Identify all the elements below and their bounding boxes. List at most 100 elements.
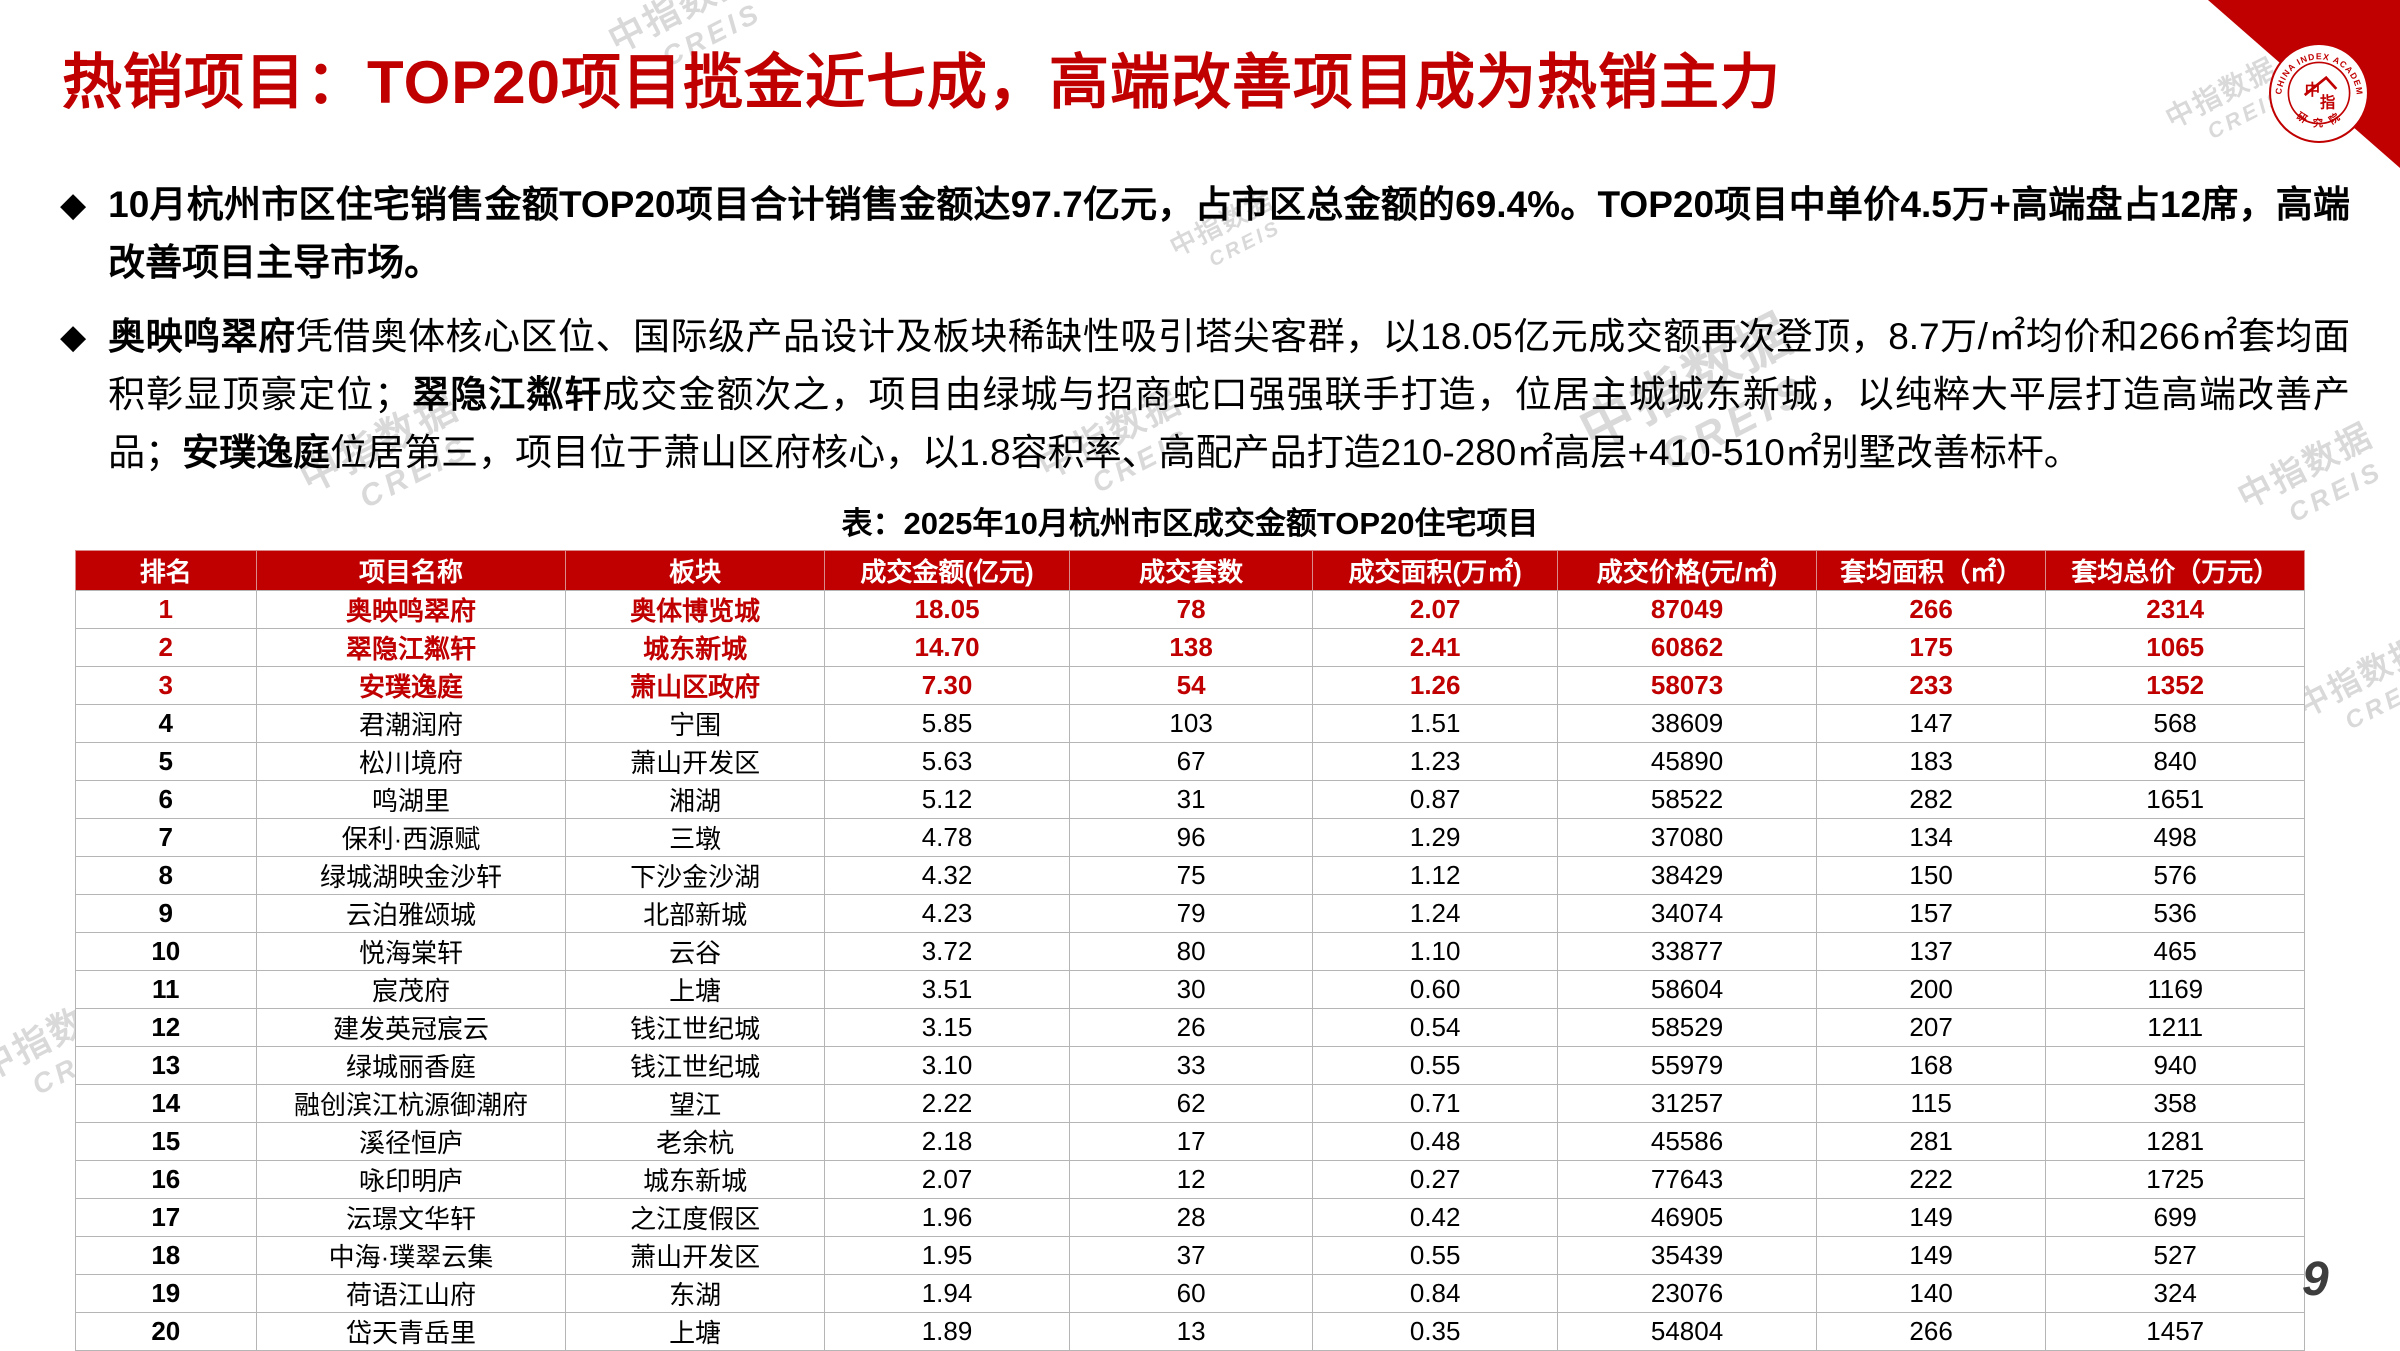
table-cell: 46905 xyxy=(1557,1198,1817,1237)
table-row: 19 荷语江山府 东湖 1.94 60 0.84 23076 140 324 xyxy=(75,1274,2305,1313)
table-cell: 498 xyxy=(2045,818,2305,857)
table-cell: 37080 xyxy=(1557,818,1817,857)
table-cell: 云泊雅颂城 xyxy=(255,894,567,933)
table-cell: 老余杭 xyxy=(565,1122,825,1161)
table-cell: 1352 xyxy=(2045,666,2305,705)
table-cell: 58073 xyxy=(1557,666,1817,705)
table-cell: 358 xyxy=(2045,1084,2305,1123)
bullet-item: ◆ 奥映鸣翠府凭借奥体核心区位、国际级产品设计及板块稀缺性吸引塔尖客群，以18.0… xyxy=(60,308,2350,482)
table-cell: 31 xyxy=(1069,780,1314,819)
bullet-text: 奥映鸣翠府凭借奥体核心区位、国际级产品设计及板块稀缺性吸引塔尖客群，以18.05… xyxy=(108,316,2351,473)
diamond-bullet-icon: ◆ xyxy=(60,318,87,356)
table-cell: 1065 xyxy=(2045,628,2305,667)
table-cell: 60862 xyxy=(1557,628,1817,667)
table-cell: 33 xyxy=(1069,1046,1314,1085)
table-cell: 悦海棠轩 xyxy=(255,932,567,971)
table-cell: 荷语江山府 xyxy=(255,1274,567,1313)
table-cell: 9 xyxy=(75,894,257,933)
table-cell: 5.12 xyxy=(823,780,1071,819)
table-row: 15 溪径恒庐 老余杭 2.18 17 0.48 45586 281 1281 xyxy=(75,1122,2305,1161)
table-cell: 城东新城 xyxy=(565,1160,825,1199)
table-row: 2 翠隐江粼轩 城东新城 14.70 138 2.41 60862 175 1065 xyxy=(75,628,2305,667)
table-cell: 35439 xyxy=(1557,1236,1817,1275)
table-cell: 157 xyxy=(1815,894,2047,933)
table-cell: 10 xyxy=(75,932,257,971)
table-cell: 1.51 xyxy=(1312,704,1559,743)
column-header: 成交金额(亿元) xyxy=(823,550,1071,591)
table-cell: 0.55 xyxy=(1312,1046,1559,1085)
table-cell: 266 xyxy=(1815,1312,2047,1351)
table-row: 20 岱天青岳里 上塘 1.89 13 0.35 54804 266 1457 xyxy=(75,1312,2305,1351)
table-cell: 12 xyxy=(75,1008,257,1047)
table-row: 12 建发英冠宸云 钱江世纪城 3.15 26 0.54 58529 207 1211 xyxy=(75,1008,2305,1047)
table-cell: 翠隐江粼轩 xyxy=(255,628,567,667)
table-cell: 5.63 xyxy=(823,742,1071,781)
table-cell: 0.42 xyxy=(1312,1198,1559,1237)
table-cell: 19 xyxy=(75,1274,257,1313)
table-cell: 4.78 xyxy=(823,818,1071,857)
table-cell: 12 xyxy=(1069,1160,1314,1199)
table-cell: 3.72 xyxy=(823,932,1071,971)
table-row: 8 绿城湖映金沙轩 下沙金沙湖 4.32 75 1.12 38429 150 576 xyxy=(75,856,2305,895)
column-header: 套均总价（万元） xyxy=(2045,550,2305,591)
table-cell: 7.30 xyxy=(823,666,1071,705)
table-cell: 宁围 xyxy=(565,704,825,743)
table-cell: 58529 xyxy=(1557,1008,1817,1047)
table-cell: 465 xyxy=(2045,932,2305,971)
table-cell: 1.95 xyxy=(823,1236,1071,1275)
table-cell: 34074 xyxy=(1557,894,1817,933)
table-row: 7 保利·西源赋 三墩 4.78 96 1.29 37080 134 498 xyxy=(75,818,2305,857)
table-cell: 0.54 xyxy=(1312,1008,1559,1047)
table-cell: 2.22 xyxy=(823,1084,1071,1123)
table-cell: 咏印明庐 xyxy=(255,1160,567,1199)
table-cell: 宸茂府 xyxy=(255,970,567,1009)
table-cell: 207 xyxy=(1815,1008,2047,1047)
table-cell: 536 xyxy=(2045,894,2305,933)
table-cell: 岱天青岳里 xyxy=(255,1312,567,1351)
table-cell: 103 xyxy=(1069,704,1314,743)
table-cell: 2.18 xyxy=(823,1122,1071,1161)
table-cell: 0.71 xyxy=(1312,1084,1559,1123)
table-cell: 三墩 xyxy=(565,818,825,857)
table-cell: 45890 xyxy=(1557,742,1817,781)
table-cell: 54 xyxy=(1069,666,1314,705)
table-cell: 14 xyxy=(75,1084,257,1123)
table-cell: 18.05 xyxy=(823,590,1071,629)
table-cell: 钱江世纪城 xyxy=(565,1008,825,1047)
table-cell: 62 xyxy=(1069,1084,1314,1123)
table-cell: 1.29 xyxy=(1312,818,1559,857)
table-cell: 0.60 xyxy=(1312,970,1559,1009)
table-cell: 115 xyxy=(1815,1084,2047,1123)
table-cell: 8 xyxy=(75,856,257,895)
table-row: 4 君潮润府 宁围 5.85 103 1.51 38609 147 568 xyxy=(75,704,2305,743)
table-cell: 0.35 xyxy=(1312,1312,1559,1351)
table-row: 11 宸茂府 上塘 3.51 30 0.60 58604 200 1169 xyxy=(75,970,2305,1009)
table-cell: 134 xyxy=(1815,818,2047,857)
table-cell: 1.96 xyxy=(823,1198,1071,1237)
table-cell: 1.89 xyxy=(823,1312,1071,1351)
table-cell: 940 xyxy=(2045,1046,2305,1085)
table-row: 17 沄璟文华轩 之江度假区 1.96 28 0.42 46905 149 699 xyxy=(75,1198,2305,1237)
table-cell: 之江度假区 xyxy=(565,1198,825,1237)
table-cell: 3.15 xyxy=(823,1008,1071,1047)
svg-text:指: 指 xyxy=(2320,93,2335,111)
table-cell: 溪径恒庐 xyxy=(255,1122,567,1161)
page-number: 9 xyxy=(2302,1253,2329,1306)
table-cell: 140 xyxy=(1815,1274,2047,1313)
table-row: 13 绿城丽香庭 钱江世纪城 3.10 33 0.55 55979 168 940 xyxy=(75,1046,2305,1085)
table-cell: 奥映鸣翠府 xyxy=(255,590,567,629)
table-cell: 31257 xyxy=(1557,1084,1817,1123)
table-cell: 3.51 xyxy=(823,970,1071,1009)
table-cell: 96 xyxy=(1069,818,1314,857)
table-cell: 18 xyxy=(75,1236,257,1275)
table-caption: 表：2025年10月杭州市区成交金额TOP20住宅项目 xyxy=(841,506,1539,541)
table-cell: 1457 xyxy=(2045,1312,2305,1351)
table-cell: 26 xyxy=(1069,1008,1314,1047)
table-cell: 2.07 xyxy=(823,1160,1071,1199)
bullet-text: 10月杭州市区住宅销售金额TOP20项目合计销售金额达97.7亿元，占市区总金额… xyxy=(108,184,2350,283)
table-cell: 1.26 xyxy=(1312,666,1559,705)
table-cell: 0.84 xyxy=(1312,1274,1559,1313)
column-header: 排名 xyxy=(75,550,257,591)
table-cell: 80 xyxy=(1069,932,1314,971)
table-cell: 湘湖 xyxy=(565,780,825,819)
